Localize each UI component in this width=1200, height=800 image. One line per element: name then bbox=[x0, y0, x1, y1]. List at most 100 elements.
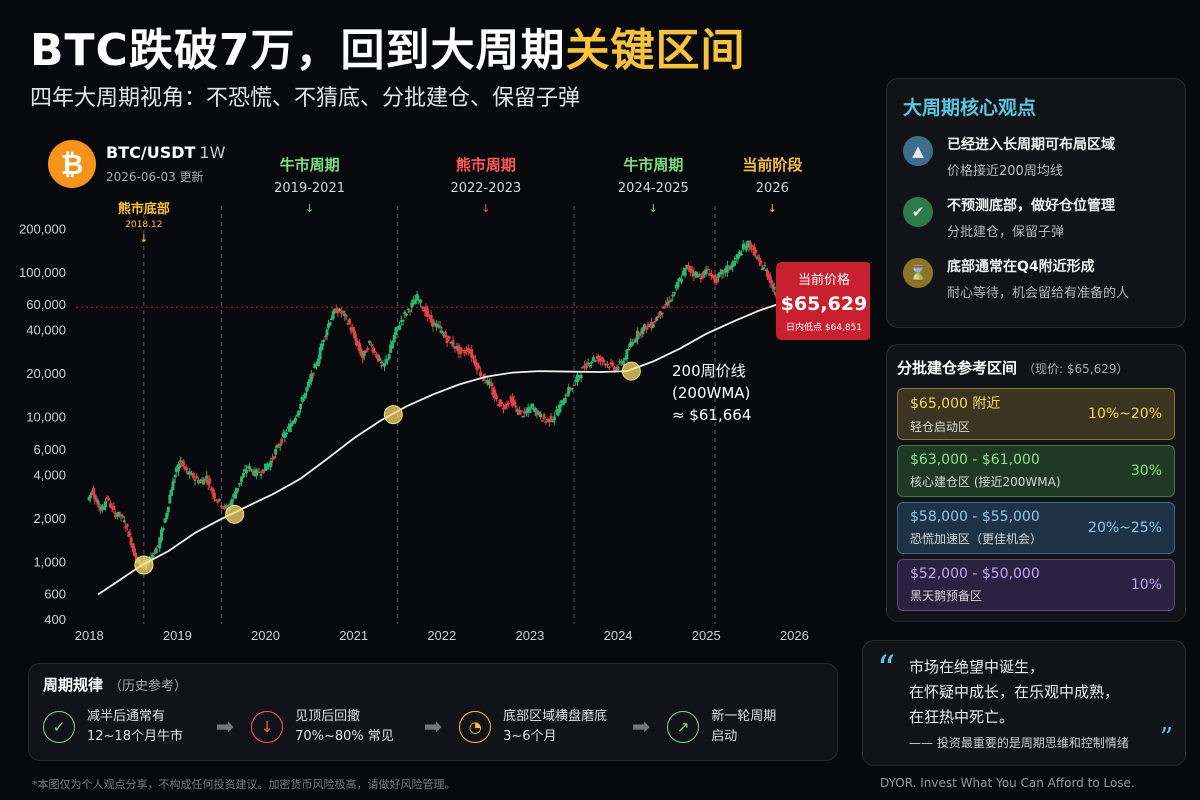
candle-body bbox=[346, 323, 350, 325]
y-tick-label: 10,000 bbox=[26, 410, 66, 425]
candle-body bbox=[537, 411, 541, 414]
cycle-label-years: 2024-2025 bbox=[618, 181, 689, 196]
tier-percent: 20%~25% bbox=[1088, 520, 1162, 536]
candle-body bbox=[743, 245, 747, 248]
candle-body bbox=[420, 306, 424, 309]
candle-body bbox=[361, 354, 365, 359]
cycle-rules-panel: 周期规律 （历史参考） ✓ 减半后通常有 12~18个月牛市 ➡ ↓ 见顶后回撤 70%~80… bbox=[28, 663, 838, 761]
candle-body bbox=[597, 356, 601, 362]
candle-body bbox=[115, 515, 119, 517]
candle-body bbox=[316, 358, 320, 366]
candle-body bbox=[657, 315, 661, 318]
x-tick-label: 2020 bbox=[251, 628, 280, 643]
candle-body bbox=[275, 444, 279, 448]
candle-body bbox=[154, 548, 158, 554]
candle-body bbox=[443, 331, 447, 338]
candle-body bbox=[334, 308, 338, 313]
candle-body bbox=[466, 348, 470, 352]
candle-body bbox=[195, 475, 199, 479]
candle-body bbox=[489, 382, 493, 387]
candle-body bbox=[151, 554, 155, 560]
candle-body bbox=[464, 349, 468, 352]
candle-body bbox=[96, 500, 100, 505]
x-tick-label: 2021 bbox=[339, 628, 368, 643]
candle-body bbox=[378, 358, 382, 361]
candle-body bbox=[738, 251, 742, 257]
wma-label-line1: 200周价线 bbox=[672, 362, 746, 380]
candle-body bbox=[510, 396, 514, 406]
candle-body bbox=[166, 506, 170, 513]
candle-body bbox=[547, 418, 551, 423]
candle-body bbox=[163, 518, 167, 523]
candle-body bbox=[643, 324, 647, 329]
candle-body bbox=[713, 274, 717, 284]
candle-body bbox=[586, 362, 590, 365]
candle-body bbox=[313, 363, 317, 369]
x-tick-label: 2023 bbox=[515, 628, 544, 643]
wma-touch-point bbox=[134, 555, 154, 575]
wma-label-line2: (200WMA) bbox=[672, 384, 750, 402]
candle-body bbox=[470, 349, 474, 359]
pair-info: ₿ BTC/USDT 1W 2026-06-03 更新 bbox=[48, 140, 225, 188]
candle-body bbox=[565, 394, 569, 397]
candle-body bbox=[238, 482, 242, 485]
quote-line-3: 在狂热中死亡。 bbox=[909, 708, 1015, 726]
candle-body bbox=[553, 416, 557, 421]
candle-body bbox=[475, 362, 479, 371]
candle-body bbox=[751, 245, 755, 247]
candle-body bbox=[632, 341, 636, 344]
cycle-label-years: 2022-2023 bbox=[450, 181, 521, 196]
candle-body bbox=[173, 474, 177, 478]
candle-body bbox=[491, 387, 495, 395]
candle-body bbox=[133, 552, 137, 557]
candle-body bbox=[216, 501, 220, 503]
candle-body bbox=[646, 324, 650, 326]
cycle-label-title: 熊市底部 bbox=[118, 201, 170, 217]
candle-body bbox=[457, 345, 461, 354]
tiers-title-text: 分批建仓参考区间 bbox=[897, 359, 1018, 377]
candle-body bbox=[384, 358, 388, 364]
candle-body bbox=[600, 357, 604, 362]
candle-body bbox=[356, 341, 360, 347]
y-tick-label: 600 bbox=[44, 587, 66, 602]
rules-note: （历史参考） bbox=[109, 679, 188, 694]
candle-body bbox=[765, 270, 769, 277]
candle-body bbox=[685, 264, 689, 268]
flow-arrow-icon: ➡ bbox=[423, 714, 443, 740]
candle-body bbox=[699, 277, 703, 280]
candle-body bbox=[717, 273, 721, 278]
candle-body bbox=[577, 375, 581, 379]
candle-body bbox=[248, 466, 252, 470]
candle-body bbox=[542, 414, 546, 420]
candle-body bbox=[318, 347, 322, 360]
candle-body bbox=[243, 469, 247, 471]
candle-body bbox=[179, 460, 183, 462]
candle-body bbox=[364, 350, 368, 353]
candle-body bbox=[343, 313, 347, 316]
candle-body bbox=[368, 340, 372, 344]
rule-item: ◔ 底部区域横盘磨底 3~6个月 bbox=[459, 707, 615, 747]
candle-body bbox=[505, 403, 509, 406]
core-view-sub: 分批建仓，保留子弹 bbox=[947, 225, 1065, 240]
candle-body bbox=[161, 528, 165, 530]
candle-body bbox=[386, 358, 390, 361]
rule-line-2: 12~18个月牛市 bbox=[87, 729, 183, 744]
candle-body bbox=[114, 512, 118, 518]
tier-range: $58,000 - $55,000 bbox=[910, 509, 1040, 525]
candle-body bbox=[722, 270, 726, 274]
candle-body bbox=[412, 299, 416, 303]
candle-body bbox=[732, 260, 736, 267]
candle-body bbox=[358, 343, 362, 351]
candle-body bbox=[183, 466, 187, 469]
candle-body bbox=[561, 401, 565, 406]
candle-body bbox=[503, 405, 507, 409]
quote-line-1: 市场在绝望中诞生， bbox=[909, 658, 1045, 676]
candle-body bbox=[93, 495, 97, 500]
candle-body bbox=[750, 248, 754, 251]
candle-body bbox=[408, 310, 412, 313]
candle-body bbox=[203, 478, 207, 482]
page-title: BTC跌破7万，回到大周期关键区间 bbox=[30, 14, 745, 78]
rule-line-1: 底部区域横盘磨底 bbox=[503, 709, 608, 724]
candle-body bbox=[725, 265, 729, 273]
candle-body bbox=[473, 359, 477, 366]
